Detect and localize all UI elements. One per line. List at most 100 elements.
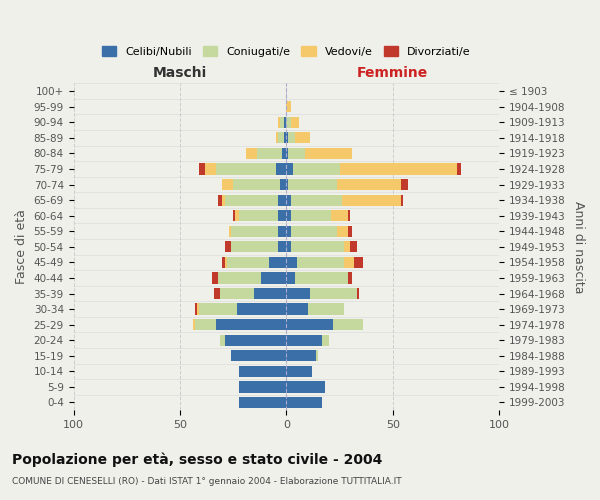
Bar — [218, 272, 261, 283]
Bar — [286, 397, 322, 408]
Bar — [316, 350, 318, 362]
Bar — [278, 116, 280, 128]
Bar — [257, 148, 282, 159]
Bar — [286, 226, 290, 237]
Bar — [401, 194, 403, 205]
Bar — [193, 319, 195, 330]
Bar — [295, 272, 348, 283]
Bar — [238, 304, 286, 314]
Text: Femmine: Femmine — [357, 66, 428, 80]
Bar — [355, 257, 363, 268]
Bar — [278, 132, 284, 143]
Bar — [289, 132, 295, 143]
Bar — [199, 304, 238, 314]
Bar — [289, 148, 305, 159]
Text: Popolazione per età, sesso e stato civile - 2004: Popolazione per età, sesso e stato civil… — [12, 452, 382, 467]
Bar — [290, 241, 344, 252]
Bar — [223, 194, 224, 205]
Bar — [457, 164, 461, 174]
Bar — [286, 288, 310, 299]
Bar — [233, 179, 280, 190]
Bar — [337, 179, 401, 190]
Bar — [293, 164, 340, 174]
Bar — [289, 179, 337, 190]
Bar — [275, 164, 286, 174]
Bar — [348, 226, 352, 237]
Bar — [239, 210, 278, 222]
Bar — [216, 164, 275, 174]
Bar — [286, 164, 293, 174]
Bar — [284, 132, 286, 143]
Bar — [286, 116, 290, 128]
Bar — [348, 210, 350, 222]
Bar — [286, 132, 289, 143]
Y-axis label: Anni di nascita: Anni di nascita — [572, 200, 585, 293]
Bar — [278, 226, 286, 237]
Bar — [331, 210, 348, 222]
Bar — [280, 116, 284, 128]
Bar — [233, 210, 235, 222]
Bar — [286, 304, 308, 314]
Bar — [199, 164, 205, 174]
Bar — [239, 382, 286, 392]
Bar — [286, 366, 312, 377]
Bar — [344, 257, 355, 268]
Bar — [195, 304, 197, 314]
Bar — [229, 226, 231, 237]
Bar — [286, 350, 316, 362]
Bar — [278, 210, 286, 222]
Bar — [350, 241, 356, 252]
Bar — [286, 179, 289, 190]
Bar — [341, 194, 401, 205]
Bar — [286, 210, 290, 222]
Bar — [295, 132, 310, 143]
Bar — [220, 334, 224, 346]
Bar — [322, 334, 329, 346]
Bar — [239, 397, 286, 408]
Bar — [290, 226, 337, 237]
Legend: Celibi/Nubili, Coniugati/e, Vedovi/e, Divorziati/e: Celibi/Nubili, Coniugati/e, Vedovi/e, Di… — [98, 43, 474, 60]
Bar — [286, 272, 295, 283]
Bar — [284, 116, 286, 128]
Bar — [356, 288, 359, 299]
Bar — [286, 257, 297, 268]
Bar — [286, 194, 290, 205]
Bar — [278, 194, 286, 205]
Bar — [224, 241, 231, 252]
Bar — [290, 194, 341, 205]
Bar — [282, 148, 286, 159]
Bar — [224, 194, 278, 205]
Bar — [269, 257, 286, 268]
Bar — [223, 257, 224, 268]
Text: COMUNE DI CENESELLI (RO) - Dati ISTAT 1° gennaio 2004 - Elaborazione TUTTITALIA.: COMUNE DI CENESELLI (RO) - Dati ISTAT 1°… — [12, 478, 401, 486]
Bar — [197, 304, 199, 314]
Bar — [297, 257, 344, 268]
Bar — [333, 319, 363, 330]
Bar — [310, 288, 356, 299]
Bar — [195, 319, 216, 330]
Bar — [246, 148, 257, 159]
Bar — [286, 101, 290, 112]
Bar — [231, 241, 278, 252]
Bar — [227, 257, 269, 268]
Bar — [286, 382, 325, 392]
Bar — [239, 366, 286, 377]
Bar — [254, 288, 286, 299]
Bar — [337, 226, 348, 237]
Bar — [224, 334, 286, 346]
Y-axis label: Fasce di età: Fasce di età — [15, 210, 28, 284]
Bar — [212, 272, 218, 283]
Bar — [290, 116, 299, 128]
Bar — [280, 179, 286, 190]
Bar — [286, 148, 289, 159]
Bar — [231, 350, 286, 362]
Bar — [344, 241, 350, 252]
Bar — [205, 164, 216, 174]
Bar — [214, 288, 220, 299]
Bar — [286, 241, 290, 252]
Bar — [261, 272, 286, 283]
Bar — [231, 226, 278, 237]
Bar — [235, 210, 239, 222]
Bar — [286, 319, 333, 330]
Bar — [348, 272, 352, 283]
